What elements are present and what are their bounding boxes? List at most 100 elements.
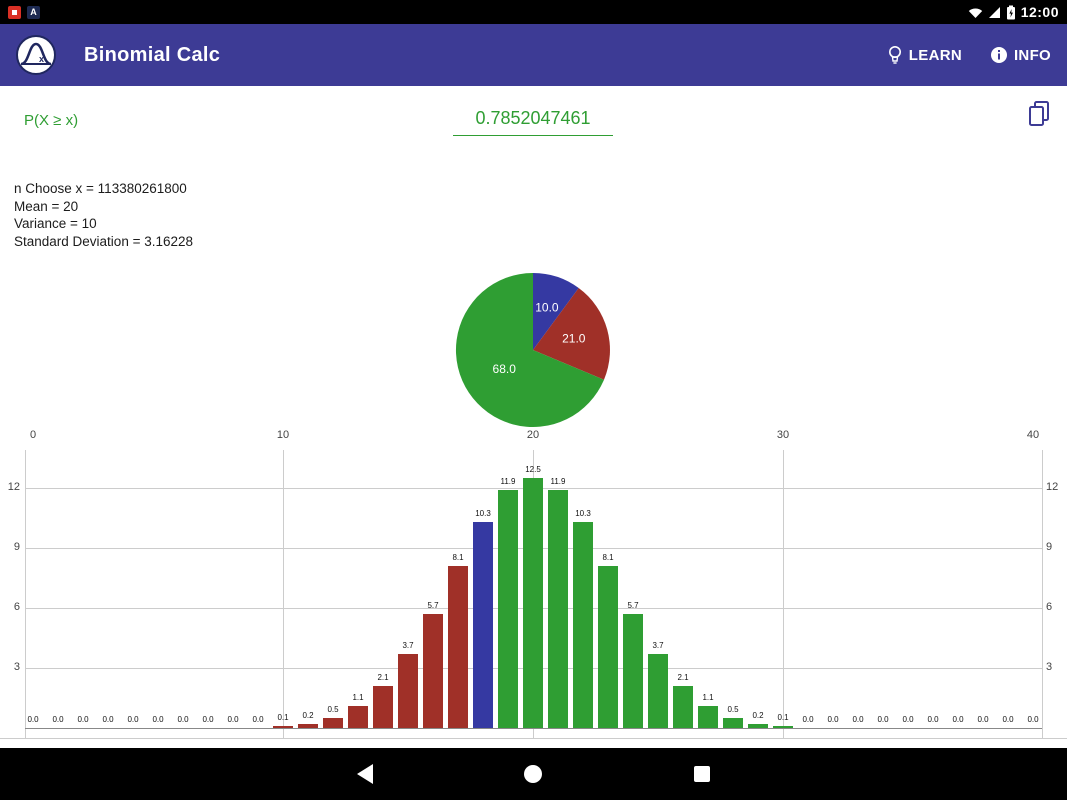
bar-value-label: 0.0 (227, 715, 239, 724)
bar-value-label: 0.0 (902, 715, 914, 724)
bar-value-label: 0.0 (827, 715, 839, 724)
probability-type-label: P(X ≥ x) (24, 112, 79, 129)
bar (673, 686, 693, 728)
x-axis-label: 20 (526, 429, 540, 441)
y-axis-label: 3 (1046, 661, 1053, 673)
pie-slice-label: 10.0 (535, 301, 559, 315)
bar-value-label: 3.7 (402, 641, 414, 650)
bar-value-label: 5.7 (427, 601, 439, 610)
x-axis-label: 10 (276, 429, 290, 441)
navigation-bar (0, 748, 1067, 800)
app-bar-actions: LEARN INFO (887, 45, 1051, 65)
bar-value-label: 0.2 (302, 711, 314, 720)
info-icon (990, 47, 1007, 63)
nav-back-icon[interactable] (357, 764, 373, 784)
plot-border (0, 738, 1067, 739)
bar-value-label: 0.0 (252, 715, 264, 724)
bar (498, 490, 518, 728)
bar-value-label: 2.1 (377, 673, 389, 682)
page-title: Binomial Calc (84, 43, 221, 66)
bar (523, 478, 543, 728)
bar (623, 614, 643, 728)
status-bar: A 12:00 (0, 0, 1067, 24)
bar (348, 706, 368, 728)
bar (398, 654, 418, 728)
bar (573, 522, 593, 728)
y-axis-label: 9 (1046, 541, 1053, 553)
app-logo-icon: x (16, 35, 56, 75)
bar-value-label: 11.9 (550, 477, 566, 486)
bar-value-label: 0.0 (1027, 715, 1039, 724)
pie-slice (533, 273, 579, 350)
bar-value-label: 0.0 (127, 715, 139, 724)
bar-value-label: 11.9 (500, 477, 516, 486)
gridline (283, 450, 284, 738)
bar (473, 522, 493, 728)
pie-slice-label: 21.0 (562, 332, 586, 346)
main-content: P(X ≥ x) 0.7852047461 n Choose x = 11338… (0, 86, 1067, 748)
result-field[interactable]: 0.7852047461 (453, 108, 613, 136)
bar-value-label: 0.0 (952, 715, 964, 724)
result-value: 0.7852047461 (475, 108, 591, 128)
plot-border (25, 450, 26, 738)
bar-value-label: 1.1 (352, 693, 364, 702)
status-notifications: A (8, 5, 40, 19)
y-axis-label: 9 (13, 541, 20, 553)
bar-value-label: 0.0 (177, 715, 189, 724)
learn-button[interactable]: LEARN (887, 45, 962, 65)
lightbulb-icon (888, 46, 901, 64)
bar-value-label: 0.0 (802, 715, 814, 724)
bar-value-label: 0.0 (852, 715, 864, 724)
stat-line-mean: Mean = 20 (14, 198, 79, 214)
bar (723, 718, 743, 728)
pie-slice-label: 68.0 (493, 362, 517, 376)
notification-icon-app: A (27, 5, 40, 19)
bar-chart: 3 3 6 6 9 9 12 12 0.0 0.0 0.0 0.0 0.0 0.0 0.0 0.0 0.0 0.0… (0, 444, 1067, 739)
wifi-icon (968, 7, 982, 18)
bar (423, 614, 443, 728)
bar-value-label: 0.0 (927, 715, 939, 724)
y-axis-label: 3 (13, 661, 20, 673)
bar-value-label: 0.5 (327, 705, 339, 714)
plot-border (1042, 450, 1043, 738)
bar-value-label: 2.1 (677, 673, 689, 682)
nav-home-icon[interactable] (524, 765, 542, 783)
stat-line-nchoosex: n Choose x = 113380261800 (14, 181, 187, 196)
pie-slice (455, 273, 604, 427)
bar (373, 686, 393, 728)
bar (698, 706, 718, 728)
status-indicators: 12:00 (968, 4, 1059, 20)
bar-value-label: 0.0 (877, 715, 889, 724)
copy-icon[interactable] (1026, 100, 1052, 128)
bar (548, 490, 568, 728)
statistics-block: n Choose x = 113380261800 Mean = 20 Vari… (14, 180, 193, 250)
bar-value-label: 0.0 (27, 715, 39, 724)
bar-value-label: 0.5 (727, 705, 739, 714)
notification-icon-red (8, 5, 21, 19)
bar-value-label: 0.0 (77, 715, 89, 724)
gridline (783, 450, 784, 738)
bar (298, 724, 318, 728)
bar (448, 566, 468, 728)
bar-chart-x-axis: 0 10 20 30 40 (0, 429, 1067, 444)
bar-value-label: 8.1 (602, 553, 614, 562)
learn-label: LEARN (908, 46, 962, 64)
bar-value-label: 0.0 (202, 715, 214, 724)
y-axis-label: 12 (1046, 481, 1059, 493)
stat-line-stddev: Standard Deviation = 3.16228 (14, 233, 194, 249)
bar-value-label: 10.3 (475, 509, 491, 518)
bar-value-label: 0.0 (102, 715, 114, 724)
info-button[interactable]: INFO (990, 46, 1051, 64)
bar-value-label: 3.7 (652, 641, 664, 650)
bar (323, 718, 343, 728)
x-axis-label: 40 (1026, 429, 1040, 441)
nav-recents-icon[interactable] (694, 766, 710, 782)
x-axis-label: 0 (29, 429, 37, 441)
y-axis-label: 12 (7, 481, 20, 493)
stat-line-variance: Variance = 10 (14, 216, 97, 231)
bar-value-label: 5.7 (627, 601, 639, 610)
bar-value-label: 0.0 (1002, 715, 1014, 724)
y-axis-label: 6 (1046, 601, 1053, 613)
app-bar: x Binomial Calc LEARN INFO (0, 24, 1067, 86)
